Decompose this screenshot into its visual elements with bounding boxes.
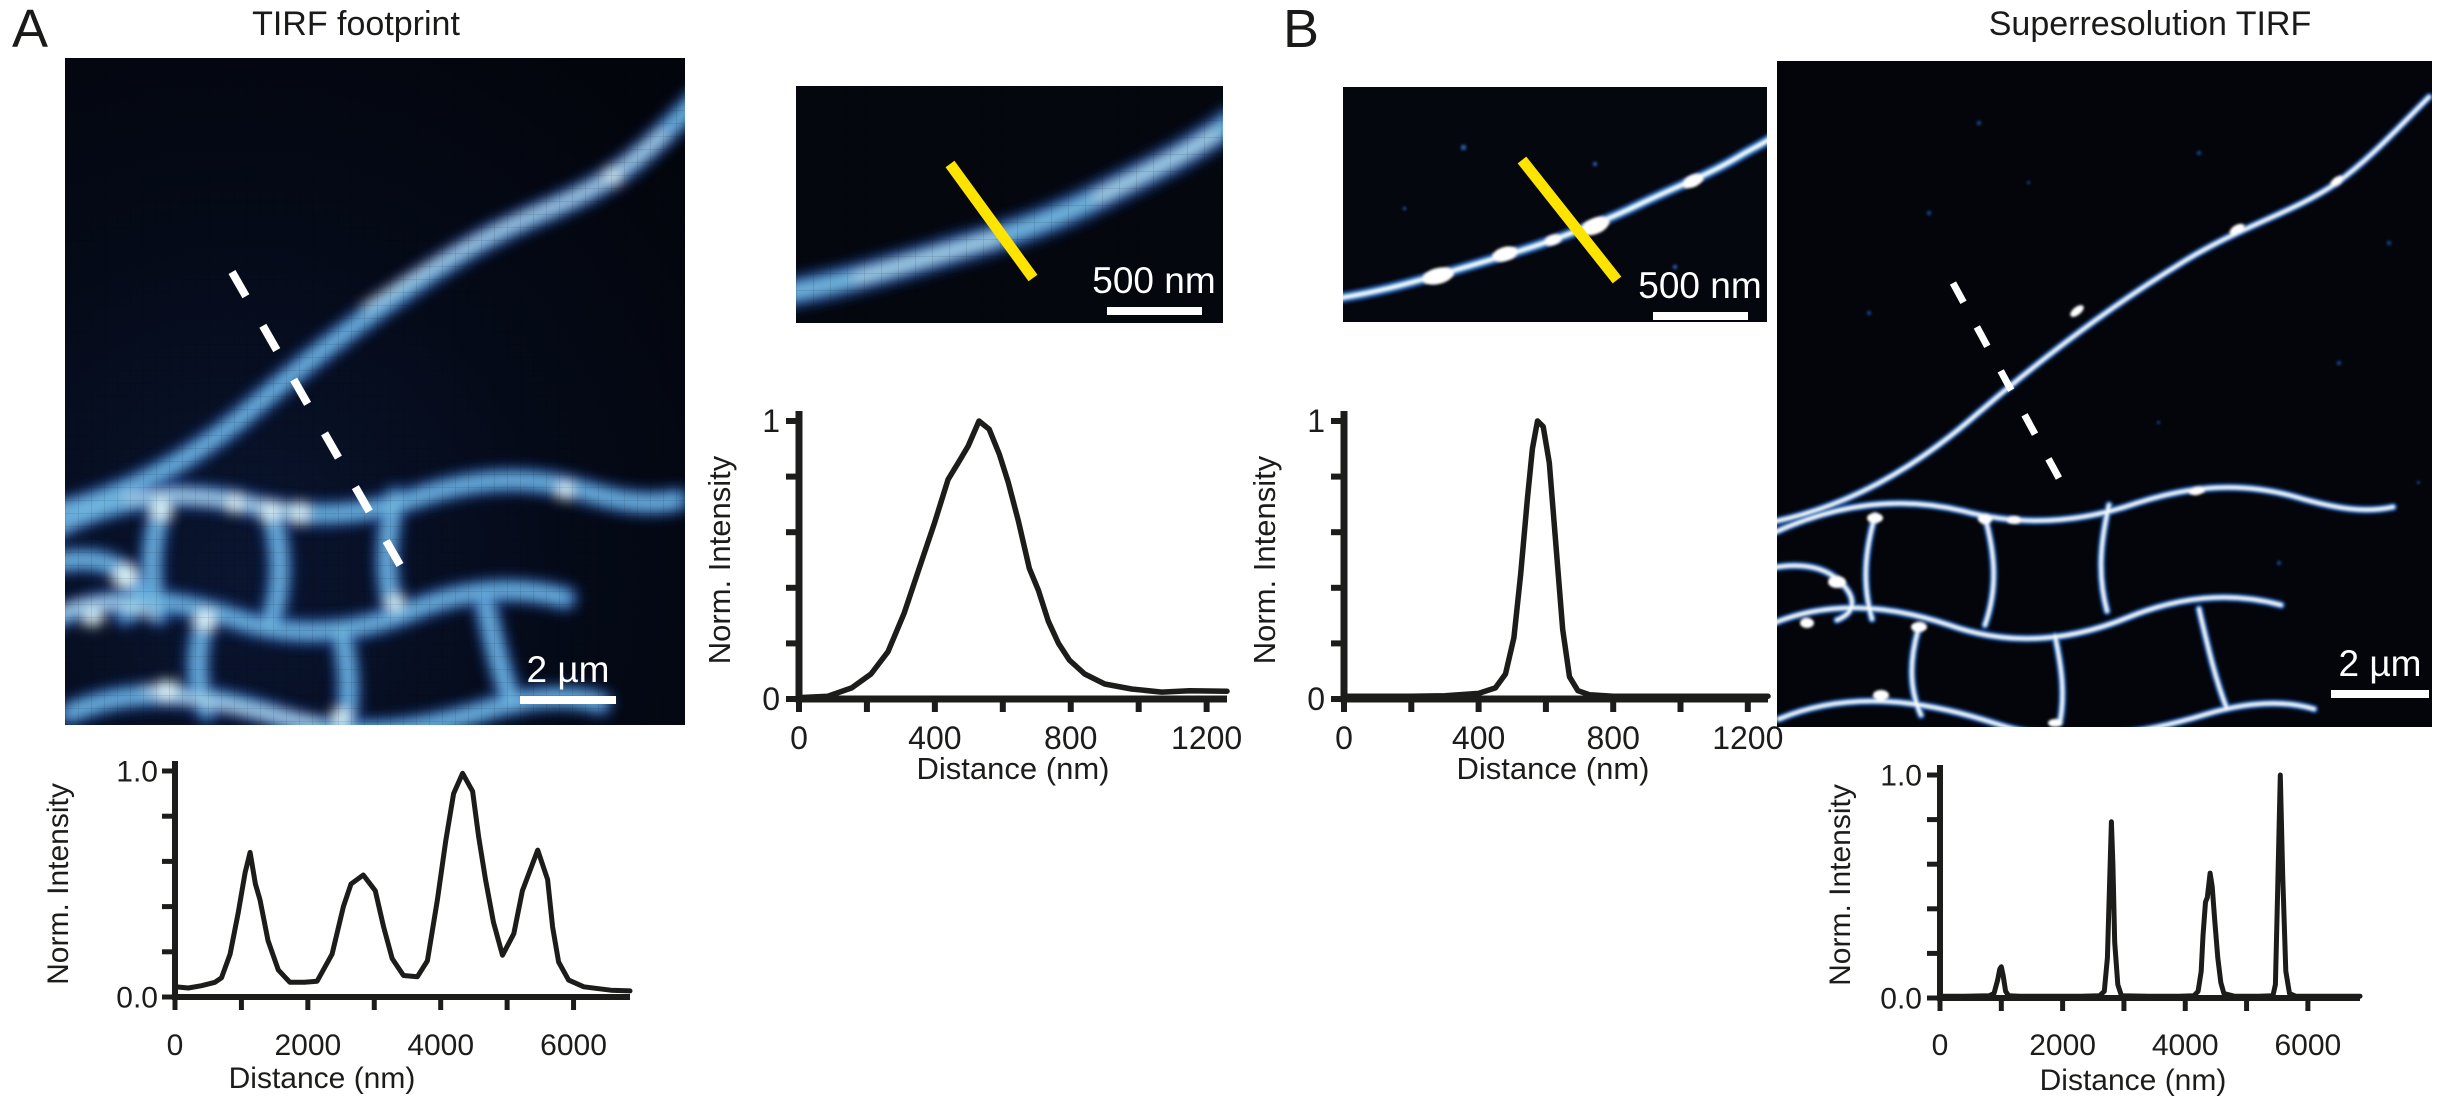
svg-text:2000: 2000 <box>2029 1029 2096 1062</box>
sr-tirf-art <box>1777 61 2432 727</box>
svg-text:0: 0 <box>1307 681 1325 717</box>
scalebar-bar <box>2331 690 2429 698</box>
panel-a-letter: A <box>12 0 49 59</box>
svg-text:4000: 4000 <box>2152 1029 2219 1062</box>
intensity-profile-plot-sr-zoom: 0 400 800 1200 0 1 Distance (nm) Norm. Intensit… <box>1247 403 1783 786</box>
profile-line-marker <box>1517 156 1622 284</box>
scalebar-bar <box>1106 307 1202 315</box>
svg-text:400: 400 <box>1452 720 1505 756</box>
scalebar-label: 500 nm <box>1092 260 1216 301</box>
svg-text:6000: 6000 <box>540 1029 607 1062</box>
svg-text:6000: 6000 <box>2275 1029 2342 1062</box>
svg-text:1200: 1200 <box>1171 720 1242 756</box>
panel-a-title: TIRF footprint <box>252 5 460 43</box>
scalebar-sr-image: 2 µm <box>2284 645 2432 698</box>
panel-b-letter: B <box>1283 0 1320 59</box>
svg-text:0: 0 <box>1932 1029 1949 1062</box>
svg-text:800: 800 <box>1587 720 1640 756</box>
tirf-footprint-art <box>65 58 685 725</box>
scalebar-label: 500 nm <box>1638 265 1762 306</box>
svg-text:4000: 4000 <box>407 1029 474 1062</box>
svg-text:0: 0 <box>790 720 808 756</box>
svg-text:1: 1 <box>1307 403 1325 439</box>
svg-text:0: 0 <box>167 1029 184 1062</box>
svg-text:Distance (nm): Distance (nm) <box>2040 1064 2227 1097</box>
tirf-zoom-inset-art <box>796 86 1223 323</box>
svg-text:800: 800 <box>1044 720 1097 756</box>
intensity-profile-plot-sr: 0 2000 4000 6000 0.0 1.0 Distance (nm) Norm. In… <box>1824 760 2363 1097</box>
svg-text:400: 400 <box>908 720 961 756</box>
tirf-zoom-inset-image: 500 nm <box>796 86 1223 323</box>
scalebar-bar <box>1652 312 1748 320</box>
scalebar-tirf-inset: 500 nm <box>1058 262 1223 315</box>
pixel-grid-overlay <box>796 86 1223 323</box>
sr-zoom-inset-image: 500 nm <box>1343 87 1767 322</box>
svg-text:Norm. Intensity: Norm. Intensity <box>42 783 75 985</box>
scalebar-sr-inset: 500 nm <box>1604 267 1767 320</box>
svg-text:2000: 2000 <box>274 1029 341 1062</box>
scalebar-bar <box>520 696 616 704</box>
profile-line-marker <box>945 160 1038 282</box>
intensity-profile-plot-tirf: 0 2000 4000 6000 0.0 1.0 Distance (nm) Norm. In… <box>42 756 633 1095</box>
svg-text:Norm. Intensity: Norm. Intensity <box>1824 784 1857 986</box>
tirf-footprint-image: 2 µm <box>65 58 685 725</box>
svg-text:0: 0 <box>762 681 780 717</box>
svg-text:0.0: 0.0 <box>116 982 158 1015</box>
profile-dashed-line <box>1949 281 2071 495</box>
svg-text:0.0: 0.0 <box>1880 983 1922 1016</box>
svg-text:Distance (nm): Distance (nm) <box>917 751 1110 786</box>
scalebar-tirf-image: 2 µm <box>472 651 664 704</box>
sr-zoom-inset-art <box>1343 87 1767 322</box>
svg-text:1.0: 1.0 <box>1880 760 1922 793</box>
scalebar-label: 2 µm <box>2338 643 2422 684</box>
svg-text:Distance (nm): Distance (nm) <box>1457 751 1650 786</box>
svg-text:Distance (nm): Distance (nm) <box>229 1062 416 1095</box>
scalebar-label: 2 µm <box>526 649 610 690</box>
svg-text:1: 1 <box>762 403 780 439</box>
svg-text:1200: 1200 <box>1712 720 1783 756</box>
pixel-grid-overlay <box>65 58 685 725</box>
sr-tirf-image: 2 µm <box>1777 61 2432 727</box>
panel-b-title: Superresolution TIRF <box>1988 5 2312 43</box>
svg-text:Norm. Intensity: Norm. Intensity <box>1247 455 1282 664</box>
svg-text:1.0: 1.0 <box>116 756 158 789</box>
svg-text:0: 0 <box>1335 720 1353 756</box>
svg-text:Norm. Intensity: Norm. Intensity <box>702 455 737 664</box>
intensity-profile-plot-tirf-zoom: 0 400 800 1200 0 1 Distance (nm) Norm. Intensit… <box>702 403 1242 786</box>
